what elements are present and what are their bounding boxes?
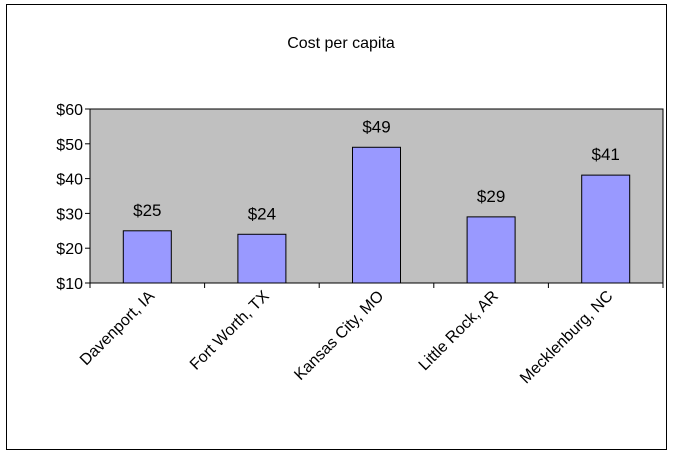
y-tick-label: $50 <box>56 137 83 154</box>
bar <box>237 233 287 284</box>
y-tick-label: $10 <box>56 276 83 293</box>
bar <box>352 146 401 284</box>
bar-data-label: $41 <box>592 145 620 164</box>
bar <box>122 230 172 284</box>
bar-series <box>122 146 631 284</box>
y-tick-label: $30 <box>56 206 83 223</box>
bar-data-label: $24 <box>248 204 276 223</box>
chart-title: Cost per capita <box>287 35 395 52</box>
y-axis: $10 $20 $30 $40 $50 $60 <box>56 102 90 293</box>
y-tick-label: $60 <box>56 102 83 119</box>
bar-data-label: $29 <box>477 187 505 206</box>
bar <box>581 174 631 284</box>
x-category-label: Fort Worth, TX <box>187 288 273 374</box>
x-category-label: Mecklenburg, NC <box>517 288 616 387</box>
x-category-label: Kansas City, MO <box>291 288 387 384</box>
x-category-label: Little Rock, AR <box>416 288 502 374</box>
y-tick-label: $40 <box>56 172 83 189</box>
bar-data-label: $25 <box>133 201 161 220</box>
bar-data-label: $49 <box>362 117 390 136</box>
bar <box>466 216 516 284</box>
y-tick-label: $20 <box>56 241 83 258</box>
x-category-label: Davenport, IA <box>77 288 158 369</box>
x-axis: Davenport, IA Fort Worth, TX Kansas City, … <box>77 283 664 387</box>
data-labels: $25 $24 $49 $29 $41 <box>133 117 620 223</box>
